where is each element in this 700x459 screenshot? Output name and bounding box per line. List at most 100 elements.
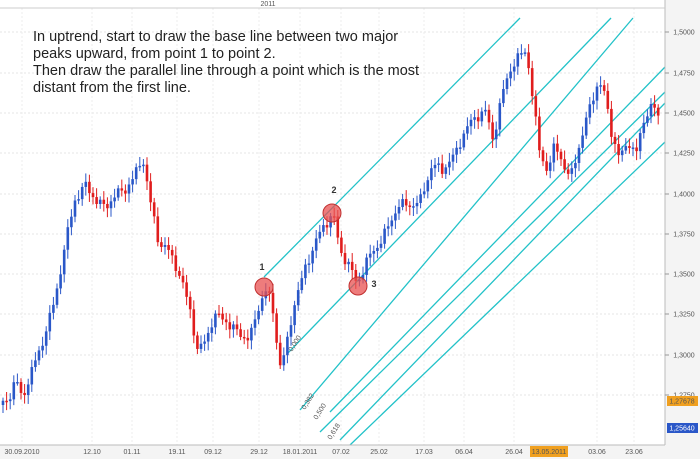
candle-body [174,255,178,271]
candle-body [19,382,23,393]
candle-body [376,247,379,252]
candle-body [138,165,142,168]
candle-body [649,104,653,117]
candle-body [235,324,239,330]
fib-level-label: 0,500 [313,402,328,421]
point-marker[interactable] [322,203,342,223]
annotation-line: peaks upward, from point 1 to point 2. [33,46,276,62]
candle-body [469,119,473,127]
candle-body [160,242,163,247]
date-tick-label: 26.04 [505,449,523,456]
date-ticks: 30.09.2010 12.10 01.11 19.11 09.12 29.12 18.01… [4,449,642,456]
candle-body [448,161,451,168]
candle-body [631,147,635,149]
candle-body [304,264,307,279]
candle-body [30,367,34,385]
candle-body [253,319,257,328]
channel-line [299,17,634,411]
candle-body [192,309,196,336]
candle-body [156,216,160,243]
candle-body [656,107,660,116]
candle-body [624,146,628,151]
candle-body [167,245,170,250]
candle-body [178,270,181,276]
candle-body [602,85,606,91]
candle-body [343,252,347,265]
candle-body [437,163,440,165]
candle-body [66,227,70,250]
candle-body [185,282,188,297]
date-tick-label: 12.10 [83,449,101,456]
current-price-label: 1,27678 [669,399,694,406]
candle-body [595,86,599,101]
candle-body [394,213,397,221]
candle-body [311,250,314,264]
point-label: 1 [259,262,264,272]
candle-body [300,278,304,291]
candle-body [322,225,325,232]
candle-body [314,238,318,251]
bottom-price-badge [667,423,698,433]
candle-body [556,143,559,152]
candle-body [350,261,354,270]
candle-body [62,249,66,275]
candle-body [73,200,77,217]
candle-body [12,382,16,400]
date-tick-label: 09.12 [204,449,222,456]
candle-body [181,275,185,283]
candlesticks [1,44,660,414]
candle-body [422,191,426,195]
candle-body [113,197,116,202]
candle-body [545,161,548,171]
date-highlight-label: 13.05.2011 [532,449,567,456]
candle-body [131,179,134,185]
candle-body [70,216,73,228]
annotation-line: In uptrend, start to draw the base line … [33,29,399,45]
price-tick-label: 1,3500 [673,272,695,279]
date-tick-label: 03.06 [588,449,606,456]
date-axis-bg [0,445,700,459]
candle-body [77,199,80,201]
candle-body [214,313,217,328]
candle-body [541,150,545,162]
channel-line [339,102,666,441]
candle-body [419,194,422,203]
date-tick-label: 06.04 [455,449,473,456]
candle-body [52,304,55,313]
candle-body [120,188,124,191]
candle-body [404,199,408,206]
candle-body [397,207,401,214]
candle-body [228,322,232,330]
point-marker[interactable] [348,276,368,296]
candle-body [224,319,228,323]
channel-line [286,17,612,355]
price-tick-label: 1,4000 [673,192,695,199]
candle-body [26,384,30,396]
candle-body [307,263,311,265]
channel-line [319,91,666,433]
candle-body [106,203,109,209]
annotation-line: Then draw the parallel line through a po… [33,63,420,79]
year-label: 2011 [260,1,275,8]
candle-body [1,400,5,405]
candle-body [34,360,37,368]
candle-body [196,335,199,349]
candle-body [210,327,214,333]
candle-body [390,220,394,227]
price-axis-bg [665,0,700,459]
price-tick-label: 1,4750 [673,71,695,78]
candle-body [8,399,12,402]
fib-level-label: 0,382 [301,392,316,411]
candle-body [415,202,419,207]
candle-body [617,144,620,156]
candle-body [80,186,84,200]
candle-body [523,52,527,54]
point-marker[interactable] [254,277,274,297]
candle-body [134,167,138,180]
candle-body [347,261,350,265]
candle-body [250,327,253,341]
candle-body [336,216,340,238]
candle-body [646,116,649,123]
